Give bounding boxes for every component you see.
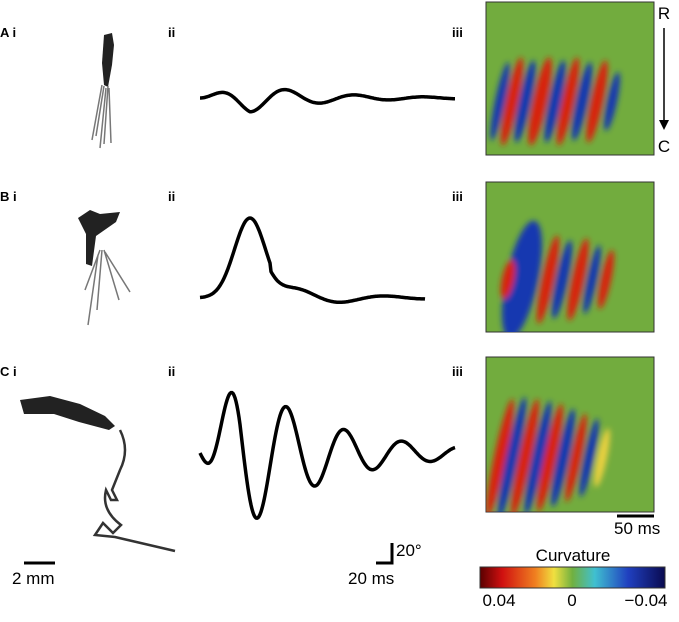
trace <box>200 87 455 114</box>
traces <box>198 87 456 521</box>
panel-label: iii <box>452 364 463 379</box>
scale-label: 20 ms <box>348 569 394 588</box>
heatmap-stripe <box>497 397 527 512</box>
panel-label: A i <box>0 25 16 40</box>
heatmap-stripe <box>486 399 514 512</box>
panel-label: ii <box>168 189 175 204</box>
heatmap-stripe <box>551 408 575 507</box>
scale-label: 50 ms <box>614 519 660 538</box>
rostral-label: R <box>658 4 670 23</box>
trace <box>198 390 456 521</box>
heatmap-stripe <box>567 238 589 321</box>
scale-label: 20° <box>396 541 422 560</box>
colorbar-tick: 0 <box>567 591 576 610</box>
panel-label: ii <box>168 364 175 379</box>
heatmap-stripe <box>594 428 610 488</box>
colorbar <box>479 566 666 589</box>
arrow-head <box>659 120 669 130</box>
heatmap-stripe <box>514 60 536 143</box>
heatmap-stripe <box>551 240 573 319</box>
panel-label: C i <box>0 364 17 379</box>
larva-images <box>20 33 176 553</box>
heatmap-stripe <box>500 57 524 146</box>
panel-label: B i <box>0 189 17 204</box>
heatmap-stripe <box>583 245 601 314</box>
heatmap-stripe <box>524 401 552 512</box>
panel-label: iii <box>452 189 463 204</box>
heatmap-stripe <box>501 220 543 332</box>
heatmaps <box>485 1 655 513</box>
colorbar-tick: −0.04 <box>624 591 667 610</box>
heatmap-stripe <box>556 57 580 146</box>
heatmap-stripe <box>586 60 608 143</box>
heatmap-stripe <box>544 60 566 143</box>
heatmap-stripe <box>511 399 539 512</box>
heatmap-stripe <box>490 62 510 141</box>
heatmap-stripe <box>579 418 599 497</box>
trace <box>199 216 426 305</box>
heatmap-stripe <box>536 235 560 324</box>
heatmap-stripe <box>500 259 516 300</box>
scale-bar <box>376 543 394 565</box>
heatmap-stripe <box>604 72 620 131</box>
panel-label: iii <box>452 25 463 40</box>
colorbar-tick: 0.04 <box>482 591 515 610</box>
heatmap-stripe <box>528 57 552 146</box>
heatmap-stripe <box>598 250 614 309</box>
heatmap-stripe <box>571 62 593 141</box>
colorbar-title: Curvature <box>536 546 611 565</box>
heatmap-stripe <box>565 413 587 502</box>
caudal-label: C <box>658 137 670 156</box>
panel-labels: A i ii iii B i ii iii C i ii iii <box>0 25 463 379</box>
scale-label: 2 mm <box>12 569 55 588</box>
heatmap-stripe <box>537 403 563 512</box>
panel-label: ii <box>168 25 175 40</box>
